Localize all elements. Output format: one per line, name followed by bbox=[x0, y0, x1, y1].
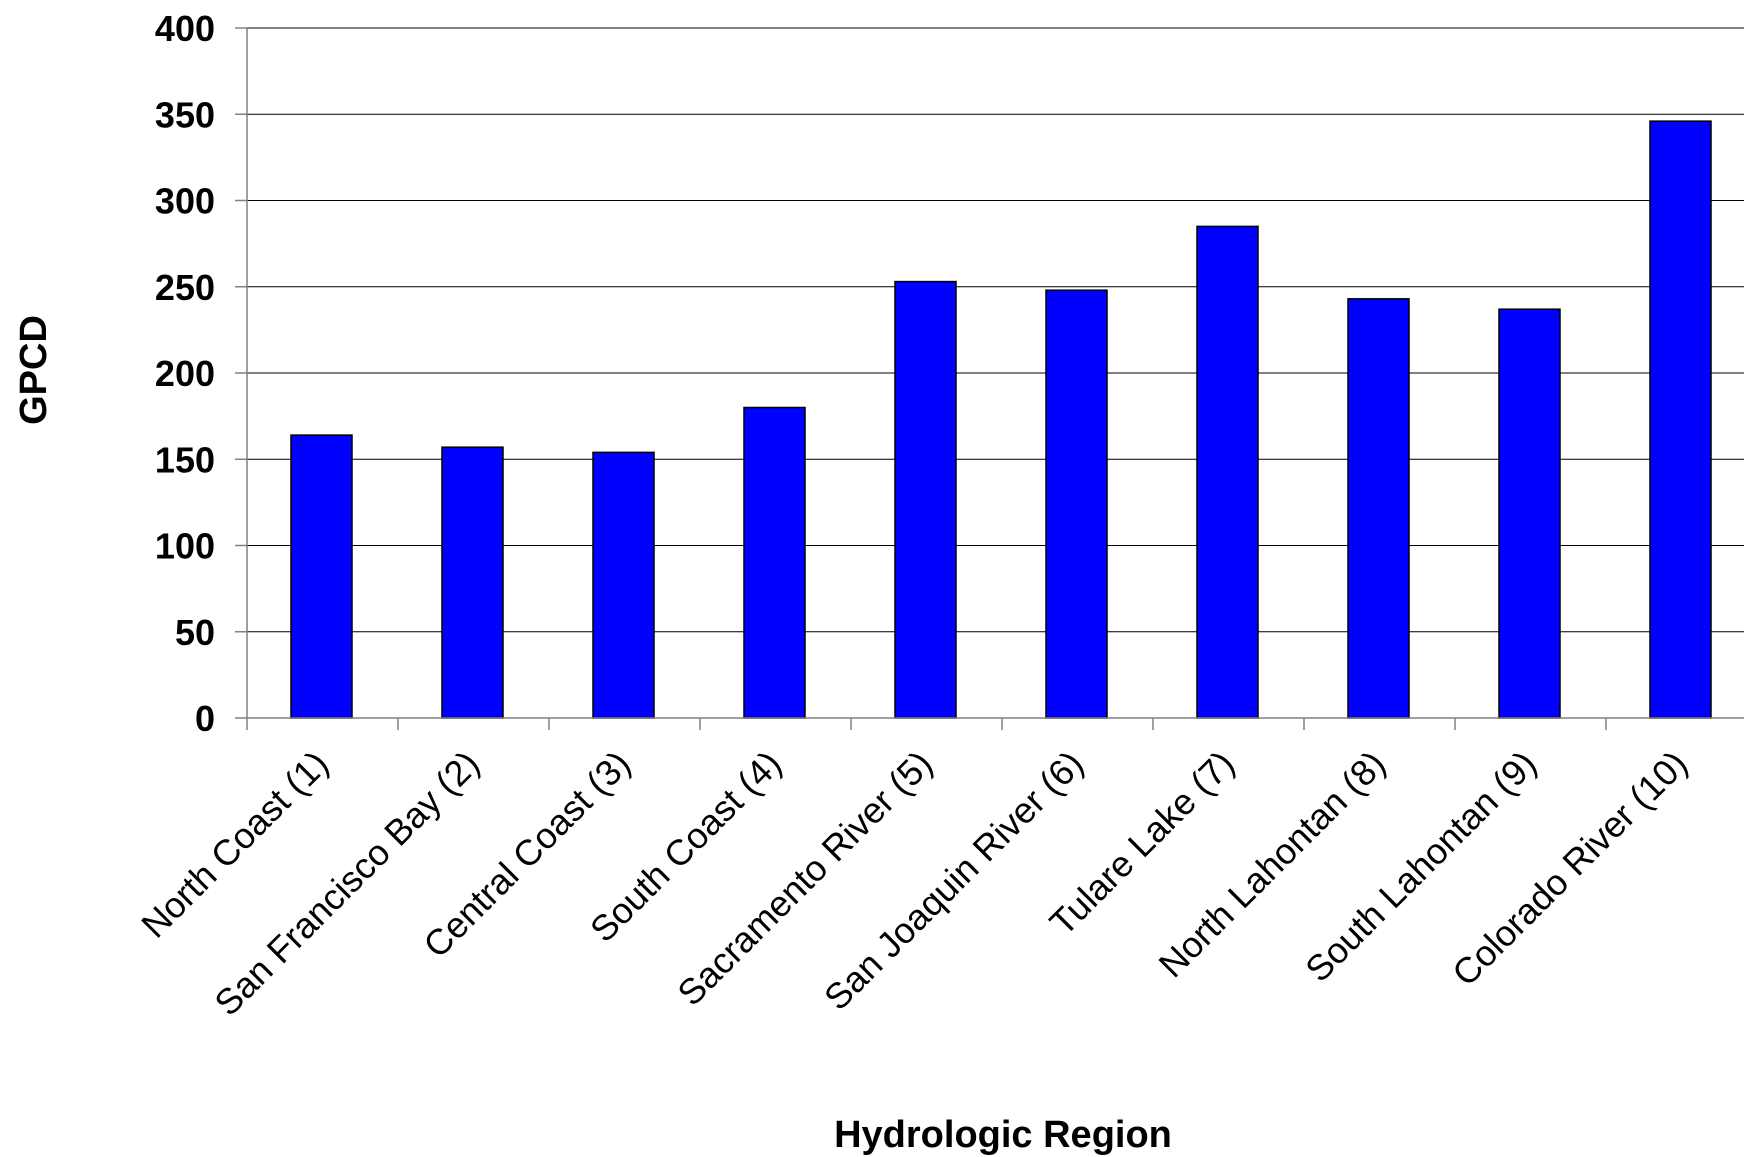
bar-4 bbox=[743, 406, 806, 719]
y-tick-label-50: 50 bbox=[175, 612, 215, 653]
bar-10 bbox=[1649, 120, 1712, 719]
bar-2 bbox=[441, 446, 504, 719]
y-tick-label-100: 100 bbox=[155, 526, 215, 567]
bar-1 bbox=[290, 434, 353, 719]
y-tick-label-200: 200 bbox=[155, 353, 215, 394]
bar-6 bbox=[1045, 289, 1108, 719]
x-tick-label-2: San Francisco Bay (2) bbox=[206, 743, 487, 1024]
y-tick-label-150: 150 bbox=[155, 439, 215, 480]
x-tick-label-5: Sacramento River (5) bbox=[669, 743, 940, 1014]
bar-3 bbox=[592, 451, 655, 719]
bar-7 bbox=[1196, 225, 1259, 719]
y-tick-label-250: 250 bbox=[155, 267, 215, 308]
bar-5 bbox=[894, 280, 957, 719]
y-tick-label-400: 400 bbox=[155, 8, 215, 49]
y-tick-label-350: 350 bbox=[155, 94, 215, 135]
x-axis-title: Hydrologic Region bbox=[834, 1114, 1172, 1156]
x-tick-label-6: San Joaquin River (6) bbox=[816, 743, 1091, 1018]
y-tick-labels: 0 50 100 150 200 250 300 350 400 bbox=[155, 8, 247, 739]
y-tick-label-0: 0 bbox=[195, 698, 215, 739]
y-tick-label-300: 300 bbox=[155, 181, 215, 222]
x-tick-labels: North Coast (1)San Francisco Bay (2)Cent… bbox=[133, 718, 1695, 1023]
y-axis-title: GPCD bbox=[13, 315, 55, 425]
bar-9 bbox=[1498, 308, 1561, 719]
bar-8 bbox=[1347, 298, 1410, 719]
bars bbox=[290, 120, 1712, 719]
